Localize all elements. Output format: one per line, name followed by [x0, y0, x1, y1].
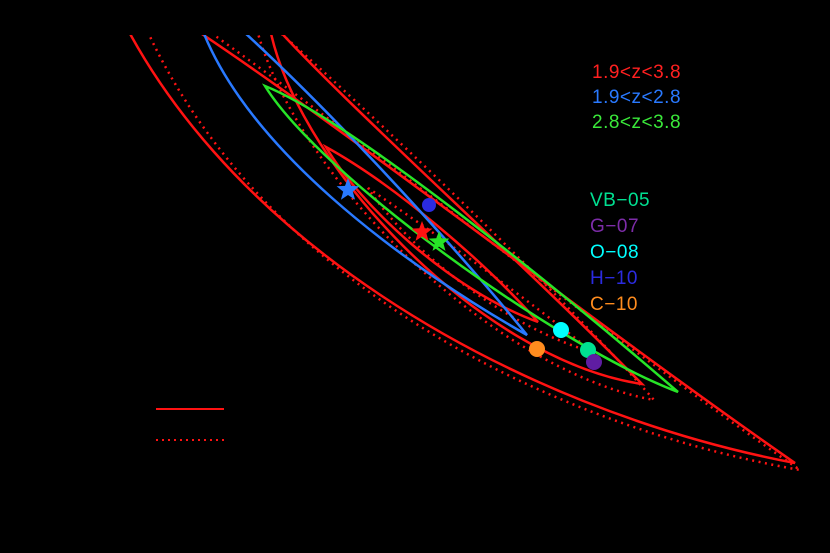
blue-contour: [203, 35, 528, 337]
best-fit-star-blue: [336, 178, 360, 200]
survey-label-g07: G−07: [590, 216, 640, 237]
green-contour: [261, 83, 679, 394]
point-G-07: [586, 354, 602, 370]
point-H-10: [422, 198, 436, 212]
redshift-bin-label-high: 2.8<z<3.8: [592, 112, 682, 133]
survey-label-c10: C−10: [590, 294, 638, 315]
red-inner-solid: [322, 143, 539, 324]
best-fit-star-red: [411, 221, 433, 241]
point-VB-05: [580, 342, 596, 358]
line-style-key: [156, 408, 224, 441]
survey-label-o08: O−08: [590, 242, 640, 263]
red-middle-dotted: [257, 35, 658, 402]
legend-redshift-bins: 1.9<z<3.8 1.9<z<2.8 2.8<z<3.8: [592, 60, 681, 135]
contour-group: [129, 35, 801, 472]
point-O-08: [553, 322, 569, 338]
red-outer-dotted: [148, 35, 801, 472]
best-fit-star-green: [428, 231, 450, 251]
redshift-bin-label-full: 1.9<z<3.8: [592, 62, 682, 83]
survey-label-h10: H−10: [590, 268, 638, 289]
legend-surveys: VB−05 G−07 O−08 H−10 C−10: [590, 188, 650, 318]
redshift-bin-label-low: 1.9<z<2.8: [592, 87, 682, 108]
red-middle-solid: [270, 35, 646, 386]
survey-label-vb05: VB−05: [590, 190, 651, 211]
marker-group: [336, 178, 602, 370]
point-C-10: [529, 341, 545, 357]
